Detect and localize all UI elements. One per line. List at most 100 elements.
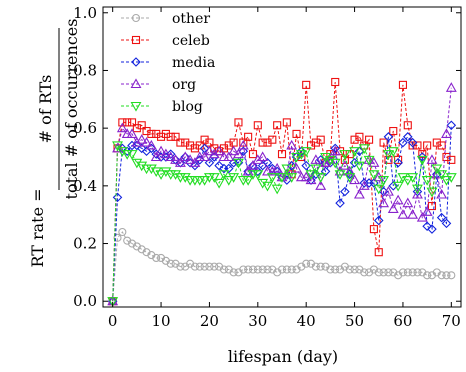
data-point-celeb: [181, 138, 190, 147]
data-point-blog: [112, 141, 123, 152]
data-point-org: [353, 188, 365, 199]
legend-item-other: other: [121, 11, 210, 27]
data-point-celeb: [277, 150, 287, 159]
data-point-celeb: [161, 129, 170, 138]
data-point-celeb: [152, 129, 161, 138]
legend-label: other: [172, 11, 210, 27]
legend-marker: [130, 101, 142, 112]
data-point-blog: [213, 178, 225, 189]
data-point-other: [248, 265, 258, 274]
data-point-blog: [107, 297, 119, 307]
y-tick-label: 0.4: [73, 177, 97, 195]
data-point-celeb: [302, 80, 311, 89]
series-blog: [107, 141, 457, 307]
data-point-media: [340, 186, 350, 197]
series-org: [107, 82, 457, 306]
data-point-media: [446, 120, 457, 131]
data-point-celeb: [127, 118, 137, 127]
data-point-blog: [436, 170, 448, 180]
data-point-media: [393, 157, 403, 168]
data-point-media: [388, 181, 399, 191]
data-point-celeb: [186, 141, 195, 150]
data-point-org: [150, 151, 162, 162]
series-layer: [107, 77, 457, 307]
data-point-org: [397, 209, 409, 219]
data-point-media: [136, 143, 147, 154]
data-point-blog: [382, 150, 394, 160]
data-point-org: [141, 136, 152, 147]
data-point-media: [146, 143, 157, 154]
data-point-other: [311, 262, 320, 271]
data-point-celeb: [166, 132, 175, 141]
data-point-celeb: [331, 77, 340, 87]
series-line-other: [112, 231, 452, 302]
data-point-celeb: [200, 135, 209, 144]
data-point-media: [330, 143, 340, 154]
data-point-celeb: [171, 132, 180, 141]
data-point-other: [350, 265, 359, 274]
data-point-media: [209, 152, 220, 162]
data-point-org: [349, 174, 361, 185]
y-axis-label-prefix: RT rate =: [28, 188, 47, 267]
data-point-blog: [421, 176, 433, 186]
data-point-org: [203, 145, 215, 156]
data-point-other: [205, 262, 214, 271]
data-point-org: [329, 145, 341, 156]
data-point-blog: [392, 181, 404, 192]
data-point-org: [407, 209, 419, 219]
data-point-blog: [344, 173, 356, 183]
legend-item-blog: blog: [121, 99, 203, 115]
data-point-org: [257, 151, 269, 162]
data-point-celeb: [263, 138, 272, 147]
data-point-other: [113, 233, 122, 242]
data-point-blog: [363, 155, 375, 166]
data-point-org: [416, 211, 428, 222]
data-point-other: [239, 265, 248, 274]
data-point-celeb: [234, 118, 243, 127]
data-point-media: [383, 132, 394, 142]
data-point-blog: [416, 155, 428, 166]
data-point-media: [427, 224, 437, 234]
legend-marker: [131, 57, 141, 67]
data-point-celeb: [282, 118, 291, 127]
data-point-blog: [286, 173, 298, 183]
data-point-blog: [310, 164, 322, 175]
data-point-celeb: [306, 141, 316, 150]
data-point-media: [436, 212, 447, 223]
data-point-org: [179, 151, 191, 162]
data-point-blog: [218, 170, 230, 180]
data-point-other: [413, 268, 422, 277]
data-point-blog: [252, 170, 264, 180]
data-point-other: [437, 271, 446, 280]
data-point-celeb: [258, 138, 267, 147]
data-point-other: [176, 262, 185, 271]
data-point-blog: [179, 173, 191, 183]
data-point-blog: [412, 184, 423, 195]
data-point-other: [345, 265, 354, 274]
data-point-blog: [271, 184, 283, 195]
data-point-media: [344, 169, 355, 180]
data-point-blog: [334, 170, 346, 180]
legend-label: celeb: [172, 33, 210, 49]
plot-area-border: [102, 6, 462, 308]
data-point-other: [200, 262, 209, 271]
data-point-org: [378, 197, 390, 208]
data-point-other: [408, 268, 417, 277]
data-point-celeb: [142, 126, 151, 136]
data-point-blog: [407, 173, 419, 183]
series-celeb: [108, 77, 456, 306]
data-point-celeb: [432, 138, 441, 147]
data-point-blog: [116, 147, 128, 157]
data-point-blog: [426, 187, 438, 198]
data-point-other: [398, 268, 407, 277]
data-point-org: [402, 197, 414, 208]
data-point-other: [263, 265, 272, 274]
data-point-celeb: [365, 135, 374, 144]
data-point-blog: [329, 158, 341, 169]
data-point-blog: [223, 176, 235, 186]
data-point-org: [174, 157, 186, 167]
data-point-celeb: [244, 132, 253, 141]
data-point-celeb: [268, 135, 277, 144]
data-point-media: [214, 160, 224, 171]
